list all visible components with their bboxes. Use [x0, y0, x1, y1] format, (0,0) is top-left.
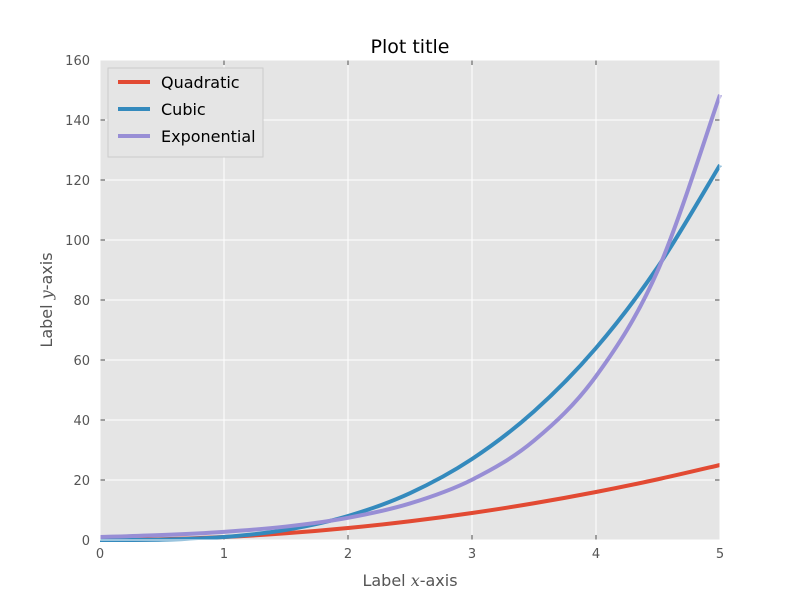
x-tick-label: 0 — [96, 547, 104, 562]
axis-ticks: 0 1 2 3 4 5 0 20 40 60 80 100 120 140 160 — [65, 54, 724, 562]
plot-frame — [99, 59, 721, 541]
y-tick-label: 20 — [73, 474, 90, 489]
chart-title: Plot title — [371, 36, 450, 58]
y-tick-label: 40 — [73, 414, 90, 429]
series-line-exponential — [99, 94, 722, 539]
legend-label-cubic: Cubic — [161, 100, 206, 119]
x-tick-label: 1 — [220, 547, 228, 562]
legend: Quadratic Cubic Exponential — [107, 67, 264, 158]
x-tick-label: 3 — [468, 547, 476, 562]
y-tick-label: 80 — [73, 294, 90, 309]
legend-label-quadratic: Quadratic — [161, 73, 240, 92]
y-tick-label: 0 — [82, 534, 90, 549]
y-tick-label: 60 — [73, 354, 90, 369]
y-tick-label: 120 — [65, 174, 90, 189]
series-line-cubic — [99, 163, 722, 542]
legend-label-exponential: Exponential — [161, 127, 256, 146]
x-tick-label: 2 — [344, 547, 352, 562]
y-axis-label: Label y-axis — [37, 252, 56, 347]
y-tick-label: 160 — [65, 54, 90, 69]
y-tick-label: 140 — [65, 114, 90, 129]
series-layer — [99, 94, 722, 542]
x-tick-label: 5 — [716, 547, 724, 562]
x-axis-label: Label x-axis — [362, 571, 457, 590]
x-tick-label: 4 — [592, 547, 600, 562]
y-tick-label: 100 — [65, 234, 90, 249]
